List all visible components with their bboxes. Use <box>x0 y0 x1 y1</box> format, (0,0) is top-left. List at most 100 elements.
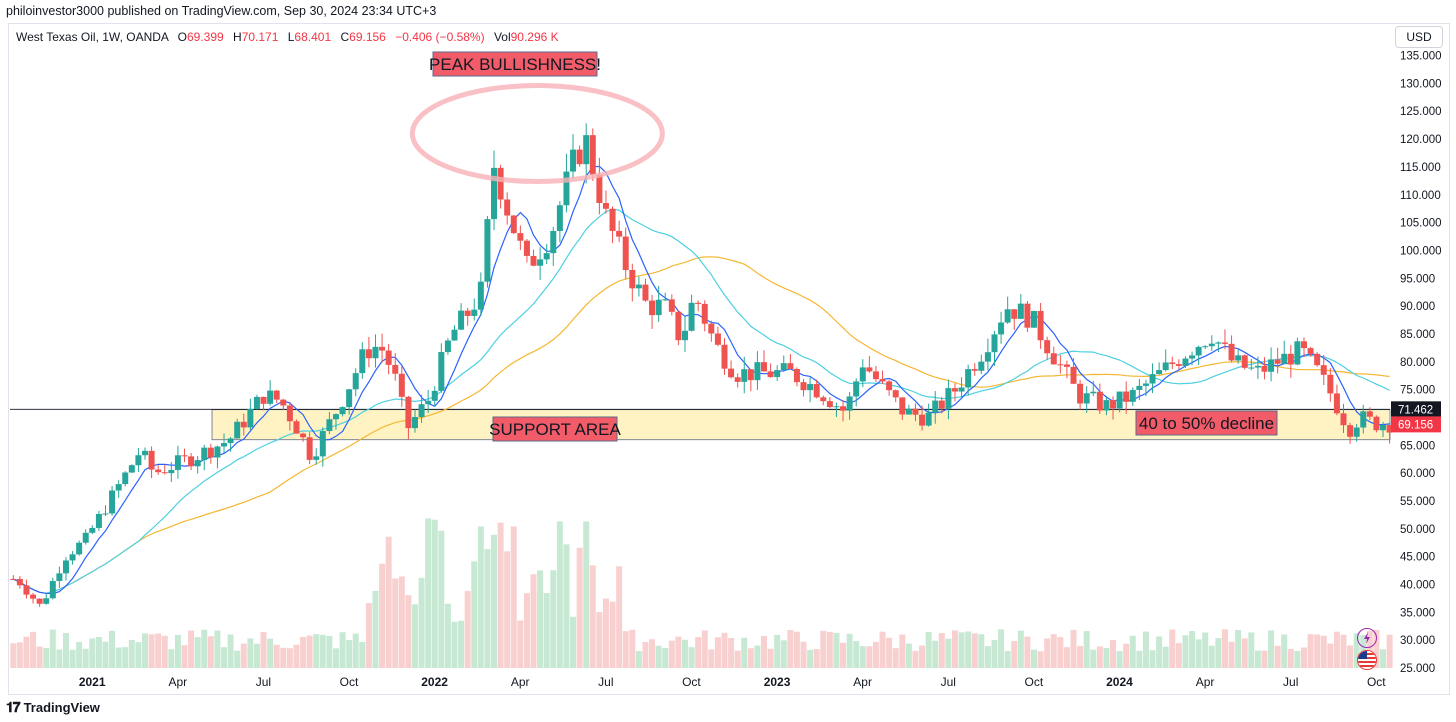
volume-bar <box>155 633 162 668</box>
volume-bar <box>1110 639 1117 668</box>
candle-body <box>300 433 307 438</box>
volume-bar <box>273 644 280 668</box>
volume-bar <box>984 646 991 668</box>
candle-body <box>359 349 366 374</box>
volume-bar <box>1221 629 1228 668</box>
volume-bar <box>846 633 853 668</box>
volume-bar <box>602 598 609 668</box>
candle-body <box>425 400 432 405</box>
volume-bar <box>1241 638 1248 668</box>
volume-bar <box>280 647 287 668</box>
volume-bar <box>951 630 958 668</box>
y-tick-label: 85.000 <box>1400 329 1435 341</box>
volume-bar <box>1307 634 1314 668</box>
lightning-icon[interactable] <box>1357 628 1377 648</box>
candle-body <box>1142 383 1149 386</box>
volume-bar <box>655 645 662 668</box>
volume-bar <box>556 521 563 668</box>
candle-body <box>767 371 774 378</box>
volume-bar <box>635 651 642 668</box>
candle-body <box>807 384 814 391</box>
volume-bar <box>306 635 313 668</box>
volume-bar <box>1380 649 1387 668</box>
volume-bar <box>1090 649 1097 668</box>
candle-body <box>1057 364 1064 366</box>
candle-body <box>523 240 530 256</box>
volume-bar <box>36 646 43 668</box>
candle-body <box>583 135 590 165</box>
volume-bar <box>128 639 135 668</box>
volume-bar <box>438 530 445 668</box>
candle-body <box>23 585 30 595</box>
volume-bar <box>833 632 840 668</box>
candle-body <box>477 281 484 310</box>
x-tick-label: 2024 <box>1106 675 1133 689</box>
volume-bar <box>879 631 886 668</box>
volume-bar <box>1248 632 1255 668</box>
candle-body <box>398 373 405 397</box>
volume-bar <box>1004 650 1011 668</box>
candle-body <box>787 363 794 369</box>
y-tick-label: 90.000 <box>1400 301 1435 313</box>
volume-bar <box>1083 631 1090 668</box>
volume-bar <box>346 640 353 668</box>
volume-bar <box>1208 645 1215 668</box>
candle-body <box>1024 303 1031 328</box>
candle-body <box>556 205 563 231</box>
candle-body <box>616 230 623 237</box>
candle-body <box>1235 355 1242 361</box>
y-tick-label: 125.000 <box>1400 106 1442 118</box>
volume-bar <box>1031 649 1038 668</box>
candle-body <box>840 406 847 411</box>
candle-body <box>69 554 76 561</box>
volume-bar <box>925 632 932 668</box>
volume-bar <box>1294 650 1301 668</box>
publication-caption: philoinvestor3000 published on TradingVi… <box>6 4 437 18</box>
volume-bar <box>919 645 926 668</box>
candle-body <box>932 400 939 413</box>
us-flag-icon[interactable] <box>1357 650 1377 670</box>
support-annotation: SUPPORT AREA <box>489 420 621 439</box>
candle-body <box>135 455 142 466</box>
currency-button[interactable]: USD <box>1395 26 1443 48</box>
volume-bar <box>938 633 945 668</box>
candle-body <box>550 230 557 254</box>
volume-bar <box>1162 646 1169 668</box>
ma-fast-line <box>13 165 1390 595</box>
tradingview-brand[interactable]: 𝟏𝟕 TradingView <box>6 699 100 716</box>
candle-body <box>714 333 721 345</box>
candle-body <box>214 446 221 458</box>
candle-body <box>267 390 274 404</box>
volume-bar <box>1050 634 1057 668</box>
candle-body <box>36 598 43 604</box>
candle-body <box>1017 303 1024 319</box>
volume-bar <box>464 590 471 668</box>
decline-annotation-box <box>1135 410 1278 436</box>
high-key: H <box>233 30 242 44</box>
candle-body <box>1208 343 1215 347</box>
y-tick-label: 65.000 <box>1400 440 1435 452</box>
candle-body <box>122 472 129 485</box>
candle-body <box>872 371 879 380</box>
volume-bar <box>89 638 96 668</box>
volume-bar <box>484 549 491 668</box>
candle-body <box>95 513 102 528</box>
volume-bar <box>109 630 116 668</box>
y-tick-label: 75.000 <box>1400 385 1435 397</box>
volume-bar <box>899 634 906 668</box>
candle-body <box>141 450 148 456</box>
candle-body <box>971 369 978 371</box>
volume-bar <box>978 634 985 668</box>
candle-body <box>194 460 201 467</box>
symbol-label[interactable]: West Texas Oil, 1W, OANDA <box>16 30 169 44</box>
volume-bar <box>1333 631 1340 668</box>
x-tick-label: 2021 <box>79 675 106 689</box>
change-value: −0.406 (−0.58%) <box>395 30 485 44</box>
volume-bar <box>530 574 537 668</box>
candle-body <box>1353 427 1360 437</box>
candle-body <box>451 329 458 341</box>
volume-bar <box>708 649 715 668</box>
x-tick-label: Jul <box>1283 675 1298 689</box>
decline-annotation: 40 to 50% decline <box>1139 414 1274 433</box>
